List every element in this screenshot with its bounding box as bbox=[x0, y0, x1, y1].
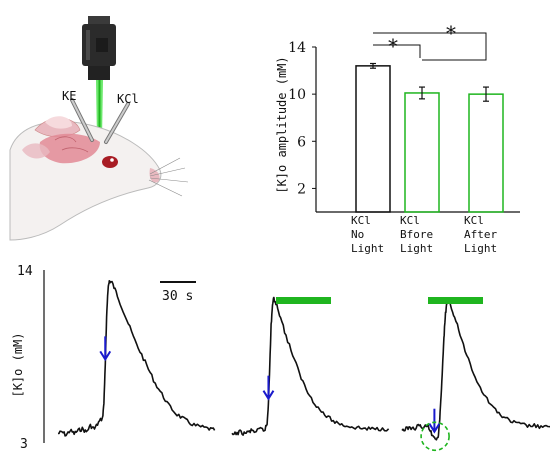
bar-y-tick-label: 6 bbox=[297, 134, 306, 150]
injection-arrow-head bbox=[428, 423, 441, 434]
bar-category-label: Light bbox=[351, 242, 384, 255]
rat-head bbox=[9, 116, 189, 241]
bar bbox=[468, 93, 504, 213]
light-bar bbox=[276, 297, 331, 304]
bar-category-label: KCl bbox=[351, 214, 371, 227]
dip-highlight-circle bbox=[420, 421, 450, 452]
bar bbox=[404, 92, 440, 213]
bar-category-label: Bfore bbox=[400, 228, 433, 241]
camera-icon bbox=[82, 16, 116, 80]
setup-illustration: KE KCl bbox=[9, 16, 189, 241]
trace-y-axis-label: [K]o (mM) bbox=[11, 332, 25, 397]
injection-arrow-head bbox=[262, 390, 275, 401]
trace-line bbox=[231, 296, 390, 436]
significance-brackets: ** bbox=[373, 21, 487, 61]
significance-bracket bbox=[373, 32, 487, 61]
trace-y-tick-bottom: 3 bbox=[20, 437, 28, 452]
bar-category-label: KCl bbox=[400, 214, 420, 227]
injection-arrow-head bbox=[99, 350, 112, 362]
bar-category-label: Light bbox=[400, 242, 433, 255]
bar bbox=[355, 65, 391, 213]
trace-chart: [K]o (mM) 14 3 30 s bbox=[11, 264, 550, 452]
electrode-ke-label: KE bbox=[62, 89, 76, 103]
bar-y-axis-label: [K]o amplitude (mM) bbox=[275, 56, 289, 193]
bar-y-ticks: 2 6 10 14 bbox=[288, 40, 316, 197]
bar-category-label: Light bbox=[464, 242, 497, 255]
bar-y-tick-label: 2 bbox=[297, 181, 306, 197]
light-bar bbox=[428, 297, 483, 304]
trace-line bbox=[401, 298, 550, 441]
significance-bracket bbox=[373, 44, 421, 58]
bar-category-label: KCl bbox=[464, 214, 484, 227]
bar-category-label: After bbox=[464, 228, 497, 241]
bar-category-label: No bbox=[351, 228, 364, 241]
time-scale-label: 30 s bbox=[162, 289, 193, 304]
trace-y-tick-top: 14 bbox=[17, 264, 33, 279]
electrode-kcl-label: KCl bbox=[117, 92, 139, 106]
bar-y-tick-label: 14 bbox=[288, 40, 306, 56]
bar-marks bbox=[355, 62, 504, 213]
electrode bbox=[70, 98, 130, 144]
trace-lines bbox=[57, 279, 550, 452]
bar-y-tick-label: 10 bbox=[288, 87, 306, 103]
trace-line bbox=[57, 279, 216, 437]
significance-star: * bbox=[388, 34, 398, 58]
significance-star: * bbox=[446, 21, 456, 45]
